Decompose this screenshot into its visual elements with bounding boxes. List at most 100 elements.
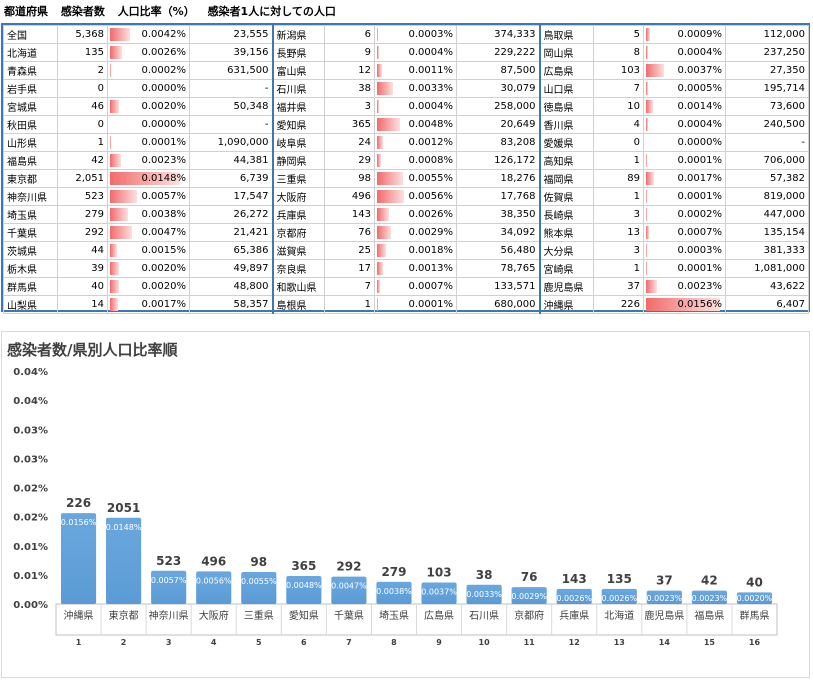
cases-cell: 44 [57, 241, 108, 260]
category-label: 北海道 [604, 609, 634, 622]
ratio-cell: 0.0004% [643, 43, 726, 62]
ratio-cell: 0.0033% [374, 79, 457, 98]
prefecture-name: 山形県 [3, 133, 58, 152]
category-label: 東京都 [109, 609, 139, 622]
cases-cell: 7 [324, 277, 375, 296]
ratio-cell: 0.0015% [107, 241, 190, 260]
per-person-cell: 17,768 [456, 187, 540, 206]
category-label: 鹿児島県 [644, 609, 684, 622]
per-person-cell: 133,571 [456, 277, 540, 296]
rank-label: 1 [76, 638, 82, 647]
ratio-cell: 0.0023% [643, 277, 726, 296]
ratio-cell: 0.0004% [374, 43, 457, 62]
table-header: 都道府県 感染者数 人口比率（%） 感染者1人に対しての人口 [4, 3, 345, 19]
cases-cell: 226 [593, 295, 644, 314]
prefecture-name: 福岡県 [538, 169, 594, 188]
ratio-cell: 0.0029% [374, 223, 457, 242]
bar [60, 513, 97, 604]
ratio-value: 0.0017% [677, 173, 723, 184]
cases-cell: 14 [57, 295, 108, 314]
per-person-cell: 48,800 [189, 277, 273, 296]
category-label: 群馬県 [739, 609, 769, 622]
ratio-label: 0.0156% [61, 518, 97, 527]
ratio-cell: 0.0018% [374, 241, 457, 260]
cases-cell: 496 [324, 187, 375, 206]
cases-cell: 3 [593, 205, 644, 224]
cases-cell: 0 [57, 115, 108, 134]
ratio-value: 0.0001% [677, 191, 723, 202]
cases-cell: 1 [593, 151, 644, 170]
ratio-cell: 0.0037% [643, 61, 726, 80]
header-prefecture: 都道府県 [4, 5, 48, 18]
ratio-value: 0.0004% [408, 101, 454, 112]
prefecture-name: 島根県 [271, 295, 325, 314]
ratio-databar [646, 46, 648, 59]
ratio-databar [110, 172, 181, 185]
y-tick-label: 0.00% [13, 600, 48, 611]
cases-cell: 135 [57, 43, 108, 62]
prefecture-name: 岩手県 [3, 79, 58, 98]
bar [511, 587, 547, 604]
y-tick-label: 0.03% [13, 454, 48, 465]
cases-cell: 1 [593, 187, 644, 206]
rank-label: 14 [659, 638, 671, 647]
per-person-cell: 258,000 [456, 97, 540, 116]
cases-cell: 523 [57, 187, 108, 206]
ratio-value: 0.0004% [677, 119, 723, 130]
cases-cell: 10 [593, 97, 644, 116]
ratio-databar [110, 190, 138, 203]
bar [601, 588, 637, 604]
prefecture-name: 栃木県 [3, 259, 58, 278]
cases-cell: 5,368 [57, 25, 108, 44]
rank-label: 9 [436, 638, 442, 647]
category-label: 神奈川県 [149, 609, 189, 622]
rank-label: 2 [121, 638, 127, 647]
ratio-value: 0.0020% [141, 281, 187, 292]
table-row: 栃木県 39 0.0020% 49,897 奈良県 17 0.0013% 78,765 宮崎県 1… [3, 259, 809, 278]
bar [196, 571, 232, 604]
ratio-databar [646, 100, 653, 113]
ratio-databar [110, 226, 133, 239]
category-label: 兵庫県 [559, 609, 589, 622]
cases-cell: 1 [593, 259, 644, 278]
ratio-cell: 0.0156% [643, 295, 726, 314]
ratio-cell: 0.0007% [643, 223, 726, 242]
ratio-value: 0.0015% [141, 245, 187, 256]
cases-label: 279 [381, 565, 406, 579]
table-row: 神奈川県 523 0.0057% 17,547 大阪府 496 0.0056% 17,768 佐… [3, 187, 809, 206]
ratio-cell: 0.0000% [643, 133, 726, 152]
ratio-databar [646, 244, 648, 257]
ratio-cell: 0.0020% [107, 277, 190, 296]
category-label: 埼玉県 [379, 609, 409, 622]
ratio-value: 0.0000% [141, 119, 187, 130]
table-row: 福島県 42 0.0023% 44,381 静岡県 29 0.0008% 126,172 高知県… [3, 151, 809, 170]
ratio-cell: 0.0023% [107, 151, 190, 170]
ratio-value: 0.0000% [677, 137, 723, 148]
ratio-label: 0.0023% [692, 594, 728, 603]
per-person-cell: 112,000 [725, 25, 809, 44]
ratio-value: 0.0018% [408, 245, 454, 256]
ratio-cell: 0.0001% [374, 295, 457, 314]
prefecture-name: 福井県 [271, 97, 325, 116]
prefecture-name: 宮崎県 [538, 259, 594, 278]
prefecture-name: 神奈川県 [3, 187, 58, 206]
ratio-cell: 0.0005% [643, 79, 726, 98]
ratio-value: 0.0026% [141, 47, 187, 58]
ratio-cell: 0.0004% [643, 115, 726, 134]
cases-cell: 25 [324, 241, 375, 260]
chart-panel: 感染者数/県別人口比率順 0.00% 0.01% 0.01% 0.02% 0.02% 0.… [1, 331, 810, 678]
ratio-value: 0.0023% [677, 281, 723, 292]
ratio-cell: 0.0001% [643, 259, 726, 278]
per-person-cell: 135,154 [725, 223, 809, 242]
ratio-cell: 0.0002% [107, 61, 190, 80]
bar-chart: 0.00% 0.01% 0.01% 0.02% 0.02% 0.03% 0.03% 0.04%… [13, 367, 778, 647]
ratio-databar [377, 136, 383, 149]
per-person-cell: 21,421 [189, 223, 273, 242]
prefecture-name: 大阪府 [271, 187, 325, 206]
cases-label: 40 [746, 575, 763, 589]
ratio-databar [377, 226, 391, 239]
ratio-cell: 0.0003% [374, 25, 457, 44]
cases-label: 496 [201, 554, 226, 568]
per-person-cell: 374,333 [456, 25, 540, 44]
rank-label: 8 [391, 638, 397, 647]
